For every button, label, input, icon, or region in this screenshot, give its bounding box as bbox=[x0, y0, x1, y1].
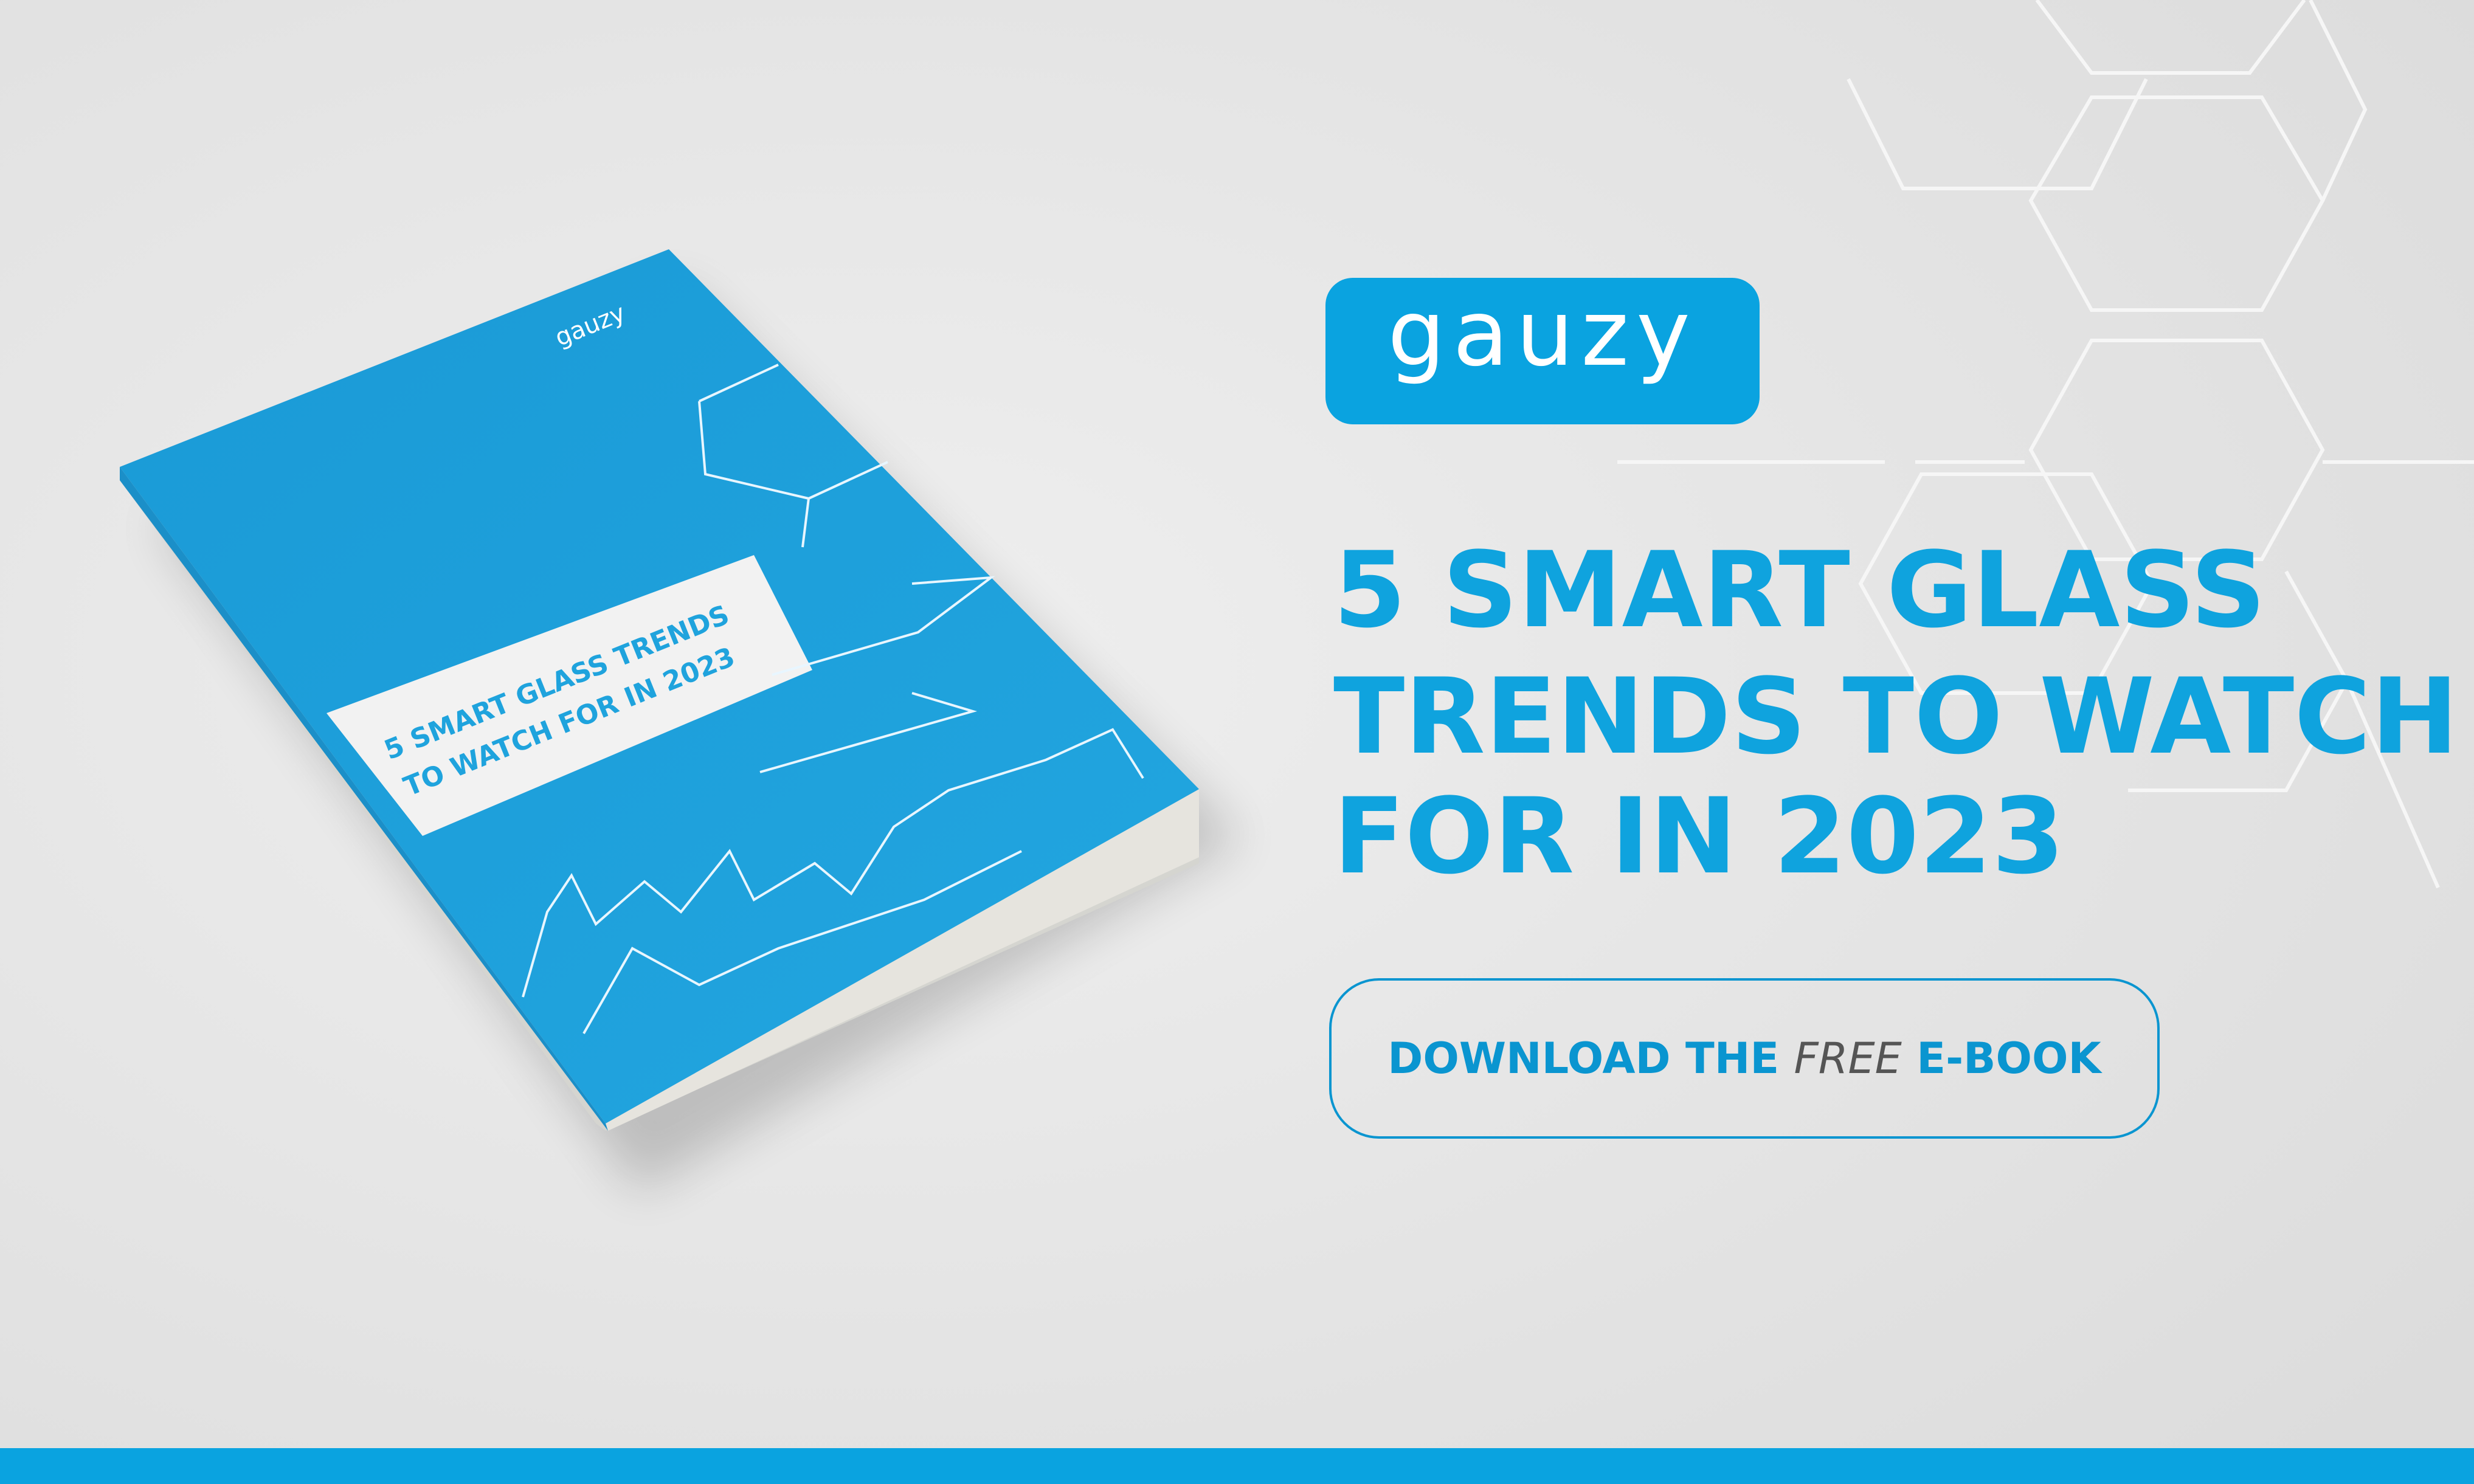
bottom-bar bbox=[0, 1448, 2474, 1484]
logo-box bbox=[1325, 278, 1760, 424]
book-cover-lines bbox=[522, 364, 1144, 1034]
book: 5 SMART GLASS TRENDS TO WATCH FOR IN 202… bbox=[120, 249, 1240, 1192]
book-page-edge bbox=[606, 789, 1199, 1131]
book-title-box bbox=[327, 555, 812, 836]
headline-line: TRENDS TO WATCH bbox=[1333, 655, 2458, 778]
download-button[interactable]: DOWNLOAD THE FREE E-BOOK bbox=[1329, 978, 2160, 1139]
headline-line: FOR IN 2023 bbox=[1333, 775, 2065, 897]
logo: gauzy bbox=[1387, 281, 1698, 387]
headline-line: 5 SMART GLASS bbox=[1333, 529, 2266, 651]
hexagon-pattern bbox=[1617, 0, 2474, 889]
button-text[interactable]: E-BOOK bbox=[1916, 1034, 2103, 1083]
button-border[interactable] bbox=[1329, 978, 2160, 1139]
book-spine bbox=[120, 467, 608, 1131]
button-text[interactable]: DOWNLOAD THE bbox=[1387, 1034, 1779, 1083]
button-text-free[interactable]: FREE bbox=[1794, 1034, 1902, 1083]
button-label[interactable]: DOWNLOAD THE FREE E-BOOK bbox=[1387, 1034, 2103, 1083]
